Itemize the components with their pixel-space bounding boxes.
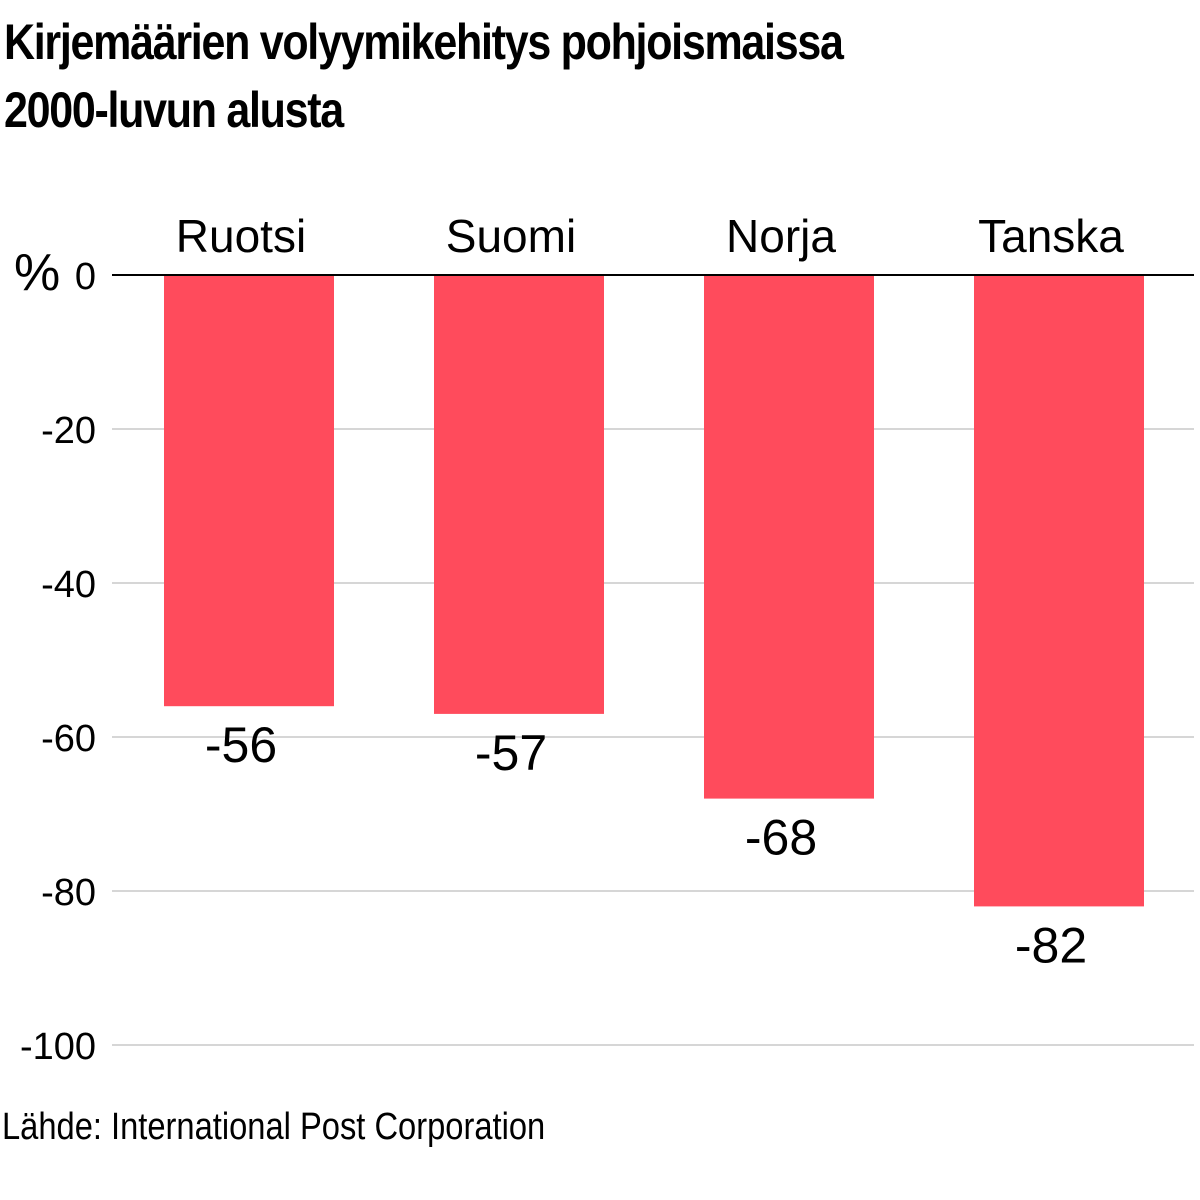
y-tick-label: -40 xyxy=(41,564,96,606)
chart-title-line-1: Kirjemäärien volyymikehitys pohjoismaiss… xyxy=(4,14,844,70)
data-label: -56 xyxy=(205,717,277,773)
y-tick-label: -60 xyxy=(41,718,96,760)
category-label: Suomi xyxy=(446,210,576,262)
data-label: -82 xyxy=(1015,917,1087,973)
category-labels: Ruotsi Suomi Norja Tanska xyxy=(176,210,1124,262)
chart-title-line-2: 2000-luvun alusta xyxy=(4,82,344,138)
data-labels: -56 -57 -68 -82 xyxy=(205,717,1087,973)
y-tick-label: -20 xyxy=(41,410,96,452)
category-label: Norja xyxy=(726,210,836,262)
y-tick-label: 0 xyxy=(75,256,96,298)
bar xyxy=(704,275,874,799)
bar xyxy=(974,275,1144,907)
y-tick-label: -80 xyxy=(41,872,96,914)
bar xyxy=(164,275,334,707)
category-label: Tanska xyxy=(978,210,1124,262)
bar xyxy=(434,275,604,714)
chart-title: Kirjemäärien volyymikehitys pohjoismaiss… xyxy=(4,8,1019,144)
bars xyxy=(164,275,1144,907)
data-label: -68 xyxy=(745,810,817,866)
y-unit-label: % xyxy=(14,244,60,302)
y-tick-labels: 0 -20 -40 -60 -80 -100 xyxy=(20,256,96,1068)
source-note: Lähde: International Post Corporation xyxy=(2,1106,546,1148)
category-label: Ruotsi xyxy=(176,210,306,262)
data-label: -57 xyxy=(475,725,547,781)
y-tick-label: -100 xyxy=(20,1026,96,1068)
